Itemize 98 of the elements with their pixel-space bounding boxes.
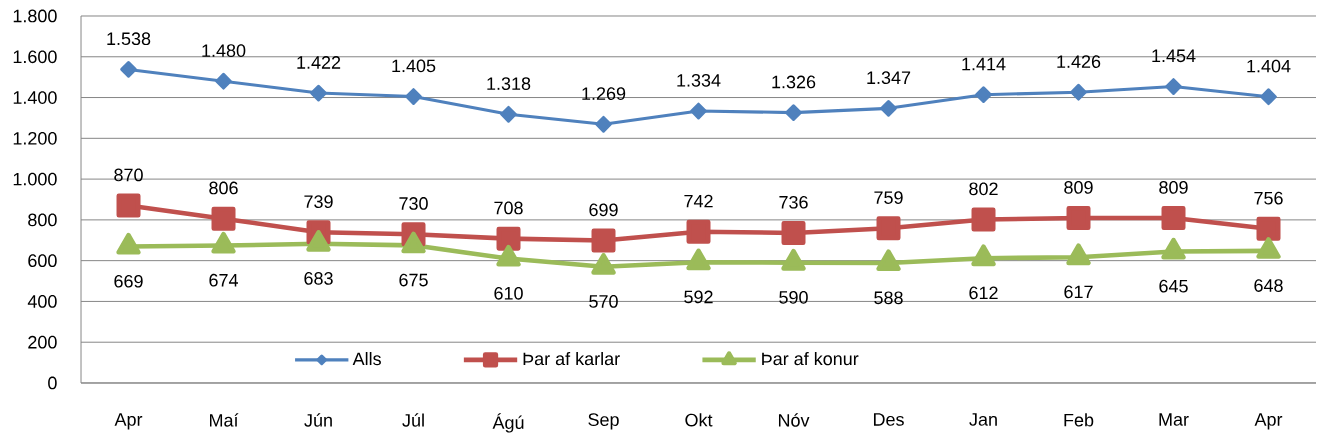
y-tick-label: 400 — [27, 295, 57, 308]
x-tick-label: Jan — [969, 413, 997, 426]
x-tick-label: Jún — [304, 413, 332, 427]
data-label: 648 — [1254, 279, 1283, 292]
data-label: 1.480 — [202, 44, 246, 57]
x-tick-label: Sep — [588, 413, 619, 430]
legend-label: Þar af konur — [762, 351, 859, 366]
y-tick-label: 1.200 — [13, 131, 57, 145]
point — [116, 193, 141, 218]
data-label: 739 — [304, 195, 333, 209]
point — [876, 249, 901, 272]
data-label: 1.318 — [487, 77, 531, 90]
y-tick-label: 1.400 — [13, 91, 57, 104]
point — [781, 248, 806, 271]
data-label: 1.347 — [867, 71, 911, 85]
data-label: 1.538 — [107, 32, 151, 46]
point — [120, 61, 137, 78]
point — [785, 104, 802, 121]
data-label: 802 — [969, 182, 998, 196]
data-label: 592 — [684, 290, 713, 304]
point — [496, 226, 521, 251]
data-label: 645 — [1159, 279, 1188, 293]
y-tick-label: 0 — [48, 376, 57, 390]
data-label: 1.454 — [1152, 49, 1196, 63]
data-label: 699 — [589, 203, 618, 217]
data-label: 1.269 — [582, 87, 626, 100]
data-label: 809 — [1159, 181, 1188, 194]
point — [690, 102, 707, 120]
y-tick-label: 1.000 — [13, 172, 57, 186]
point — [116, 232, 141, 255]
x-tick-label: Apr — [114, 413, 143, 430]
point — [405, 88, 422, 105]
data-label: 617 — [1064, 285, 1093, 299]
x-tick-label: Ágú — [492, 413, 524, 433]
point — [971, 207, 996, 232]
y-tick-label: 200 — [28, 335, 57, 349]
point — [500, 105, 517, 123]
point — [496, 244, 521, 267]
point — [971, 244, 996, 267]
data-label: 1.422 — [297, 56, 341, 69]
point — [595, 115, 612, 133]
point — [591, 253, 616, 275]
point — [1256, 237, 1281, 259]
x-tick-label: Nóv — [778, 413, 810, 427]
x-tick-label: Apr — [1254, 413, 1283, 430]
legend-label: Þar af karlar — [523, 351, 620, 366]
x-tick-label: Júl — [402, 413, 424, 427]
point — [1256, 216, 1281, 241]
data-label: 759 — [874, 191, 903, 204]
point — [1165, 78, 1182, 95]
legend-label: Alls — [352, 351, 381, 366]
data-label: 708 — [494, 201, 523, 215]
data-label: 675 — [399, 273, 428, 287]
data-label: 590 — [779, 290, 808, 304]
point — [310, 84, 327, 102]
x-tick-label: Feb — [1064, 413, 1094, 427]
data-label: 588 — [874, 291, 903, 305]
point — [686, 219, 711, 244]
data-label: 570 — [589, 295, 618, 308]
point — [211, 231, 236, 254]
data-label: 809 — [1064, 181, 1093, 194]
point — [1066, 243, 1091, 266]
point — [781, 220, 806, 245]
data-label: 612 — [969, 286, 998, 300]
point — [880, 100, 897, 117]
point — [686, 248, 711, 271]
point — [211, 206, 236, 231]
point — [1260, 88, 1277, 106]
data-label: 669 — [114, 274, 143, 288]
data-label: 742 — [684, 194, 713, 208]
data-label: 1.334 — [677, 73, 721, 87]
data-label: 674 — [209, 273, 239, 287]
data-label: 806 — [209, 181, 238, 195]
point — [975, 86, 992, 104]
data-label: 870 — [114, 168, 143, 182]
y-tick-label: 1.800 — [13, 9, 57, 23]
point — [1070, 83, 1087, 101]
x-tick-label: Des — [873, 413, 904, 426]
data-label: 610 — [494, 286, 523, 300]
y-tick-label: 600 — [28, 254, 57, 268]
x-tick-label: Mar — [1159, 413, 1189, 426]
y-tick-label: 800 — [28, 213, 57, 227]
data-label: 1.326 — [772, 75, 816, 89]
point — [1161, 237, 1186, 260]
data-label: 1.405 — [392, 59, 436, 73]
data-label: 730 — [399, 197, 428, 210]
data-label: 1.404 — [1247, 59, 1291, 73]
point — [215, 72, 232, 90]
data-label: 1.426 — [1057, 55, 1101, 68]
y-tick-label: 1.600 — [13, 50, 57, 64]
data-label: 683 — [304, 272, 333, 285]
x-tick-label: Okt — [685, 413, 713, 427]
data-label: 756 — [1254, 191, 1283, 205]
point — [306, 229, 331, 252]
x-tick-label: Maí — [210, 413, 239, 427]
data-label: 1.414 — [962, 57, 1006, 71]
data-label: 736 — [779, 195, 808, 209]
point — [401, 231, 426, 254]
